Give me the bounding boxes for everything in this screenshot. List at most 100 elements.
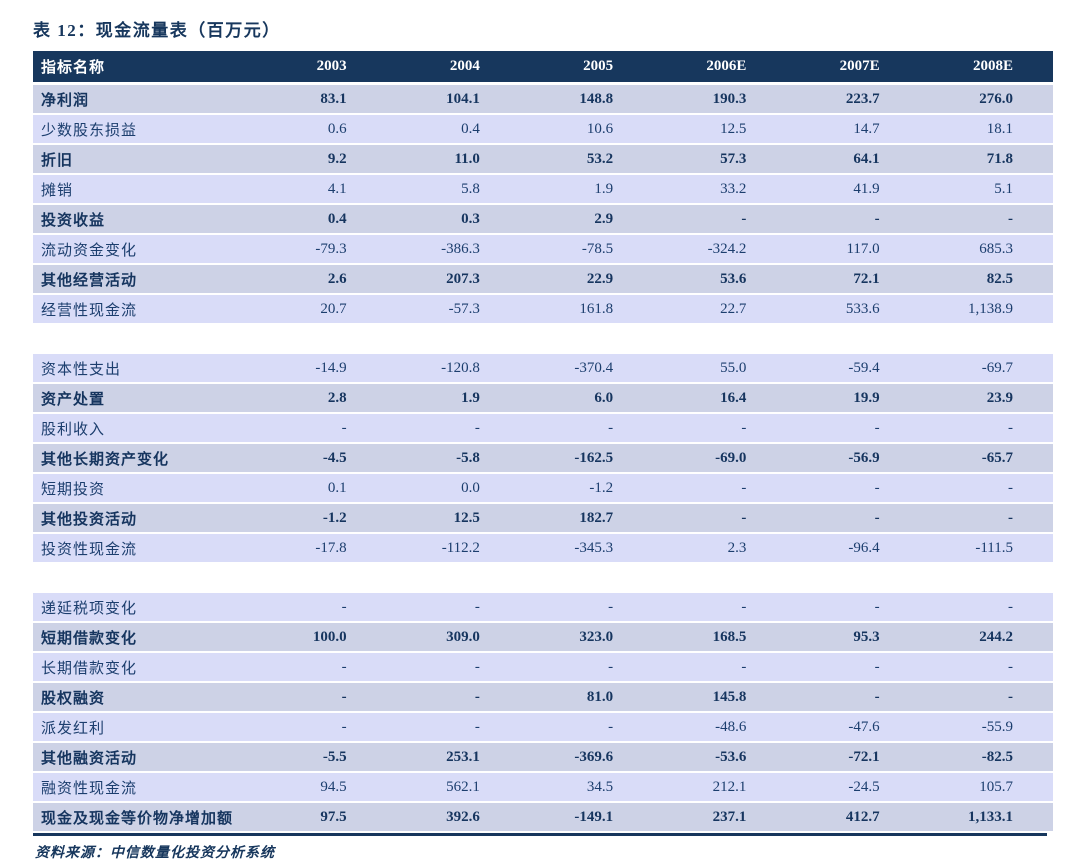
cell-value: 9.2 [253, 144, 387, 175]
cell-value: - [386, 682, 520, 713]
row-label: 资本性支出 [33, 354, 254, 384]
cell-value: 117.0 [786, 234, 920, 265]
row-label: 其他长期资产变化 [33, 443, 254, 474]
cell-value: 64.1 [786, 144, 920, 175]
source-note: 资料来源：中信数量化投资分析系统 [33, 833, 1047, 862]
cell-value: 1.9 [386, 383, 520, 414]
cell-value: -69.0 [653, 443, 787, 474]
section-gap-cell [33, 324, 1053, 354]
cell-value: 0.4 [386, 114, 520, 145]
cell-value: -48.6 [653, 712, 787, 743]
cell-value: - [253, 652, 387, 683]
row-label: 其他融资活动 [33, 742, 254, 773]
cell-value: 57.3 [653, 144, 787, 175]
row-label: 折旧 [33, 144, 254, 175]
table-title: 表 12：现金流量表（百万元） [33, 21, 281, 40]
table-body: 净利润 83.1 104.1 148.8 190.3 223.7 276.0 少数股东损益 0.… [33, 83, 1053, 833]
row-label: 投资性现金流 [33, 533, 254, 564]
cell-value: 1.9 [519, 174, 654, 205]
cell-value: 33.2 [653, 174, 787, 205]
table-row: 投资性现金流 -17.8 -112.2 -345.3 2.3 -96.4 -111.5 [33, 533, 1053, 564]
table-row: 股利收入 - - - - - - [33, 413, 1053, 444]
cell-value: 14.7 [786, 114, 920, 145]
header-row: 指标名称 2003 2004 2005 2006E 2007E 2008E [33, 51, 1053, 85]
table-row: 股权融资 - -81.0 145.8- - [33, 682, 1053, 713]
row-label: 其他经营活动 [33, 264, 254, 295]
cell-value: 20.7 [253, 294, 387, 325]
cell-value: - [786, 682, 920, 713]
cell-value: 53.2 [519, 144, 654, 175]
table-row: 投资收益 0.4 0.3 2.9- - - [33, 204, 1053, 235]
cell-value: 412.7 [786, 802, 920, 833]
cell-value: 145.8 [653, 682, 787, 713]
cell-value: 22.9 [519, 264, 654, 295]
cell-value: 2.6 [253, 264, 387, 295]
table-row: 少数股东损益 0.6 0.4 10.6 12.5 14.7 18.1 [33, 114, 1053, 145]
cell-value: - [919, 652, 1053, 683]
cell-value: 100.0 [253, 622, 387, 653]
cell-value: -55.9 [919, 712, 1053, 743]
cell-value: -82.5 [919, 742, 1053, 773]
cell-value: - [519, 413, 654, 444]
table-row: 其他长期资产变化 -4.5 -5.8 -162.5 -69.0 -56.9 -65.7 [33, 443, 1053, 474]
cell-value: - [786, 413, 920, 444]
section-gap [33, 563, 1053, 593]
table-row: 融资性现金流 94.5 562.1 34.5 212.1 -24.5 105.7 [33, 772, 1053, 803]
cell-value: - [386, 593, 520, 623]
cell-value: 1,138.9 [919, 294, 1053, 325]
section-gap [33, 324, 1053, 354]
table-row: 摊销 4.1 5.8 1.9 33.2 41.9 5.1 [33, 174, 1053, 205]
cell-value: - [519, 712, 654, 743]
table-row: 短期借款变化 100.0 309.0 323.0 168.5 95.3 244.2 [33, 622, 1053, 653]
cell-value: 95.3 [786, 622, 920, 653]
cell-value: 105.7 [919, 772, 1053, 803]
cell-value: -4.5 [253, 443, 387, 474]
cell-value: 323.0 [519, 622, 654, 653]
cell-value: - [653, 413, 787, 444]
cell-value: 34.5 [519, 772, 654, 803]
cell-value: 12.5 [653, 114, 787, 145]
cell-value: -96.4 [786, 533, 920, 564]
cell-value: - [653, 593, 787, 623]
row-label: 长期借款变化 [33, 652, 254, 683]
cell-value: - [519, 652, 654, 683]
cash-flow-table: 指标名称 2003 2004 2005 2006E 2007E 2008E 净利润 83.1 1… [33, 51, 1053, 833]
cell-value: 11.0 [386, 144, 520, 175]
cell-value: 4.1 [253, 174, 387, 205]
cell-value: 2.9 [519, 204, 654, 235]
table-row: 其他经营活动 2.6 207.3 22.9 53.6 72.1 82.5 [33, 264, 1053, 295]
cell-value: 276.0 [919, 83, 1053, 115]
cell-value: 2.3 [653, 533, 787, 564]
cell-value: -345.3 [519, 533, 654, 564]
cell-value: -72.1 [786, 742, 920, 773]
cell-value: 41.9 [786, 174, 920, 205]
cell-value: 0.4 [253, 204, 387, 235]
row-label: 经营性现金流 [33, 294, 254, 325]
cell-value: -56.9 [786, 443, 920, 474]
cell-value: 23.9 [919, 383, 1053, 414]
cell-value: -5.5 [253, 742, 387, 773]
cell-value: -24.5 [786, 772, 920, 803]
cell-value: 212.1 [653, 772, 787, 803]
cell-value: - [919, 473, 1053, 504]
cell-value: - [919, 593, 1053, 623]
cell-value: -149.1 [519, 802, 654, 833]
cell-value: - [653, 473, 787, 504]
row-label: 短期借款变化 [33, 622, 254, 653]
cell-value: -47.6 [786, 712, 920, 743]
table-row: 流动资金变化 -79.3 -386.3 -78.5 -324.2 117.0 685.3 [33, 234, 1053, 265]
cell-value: 562.1 [386, 772, 520, 803]
row-label: 股利收入 [33, 413, 254, 444]
cell-value: 55.0 [653, 354, 787, 384]
cell-value: -112.2 [386, 533, 520, 564]
cell-value: -386.3 [386, 234, 520, 265]
cell-value: 207.3 [386, 264, 520, 295]
cell-value: 16.4 [653, 383, 787, 414]
table-row: 现金及现金等价物净增加额 97.5 392.6 -149.1 237.1 412.7 1,1… [33, 802, 1053, 833]
row-label: 投资收益 [33, 204, 254, 235]
cell-value: 685.3 [919, 234, 1053, 265]
table-row: 折旧 9.2 11.0 53.2 57.3 64.1 71.8 [33, 144, 1053, 175]
cell-value: -59.4 [786, 354, 920, 384]
row-label: 其他投资活动 [33, 503, 254, 534]
cell-value: -369.6 [519, 742, 654, 773]
